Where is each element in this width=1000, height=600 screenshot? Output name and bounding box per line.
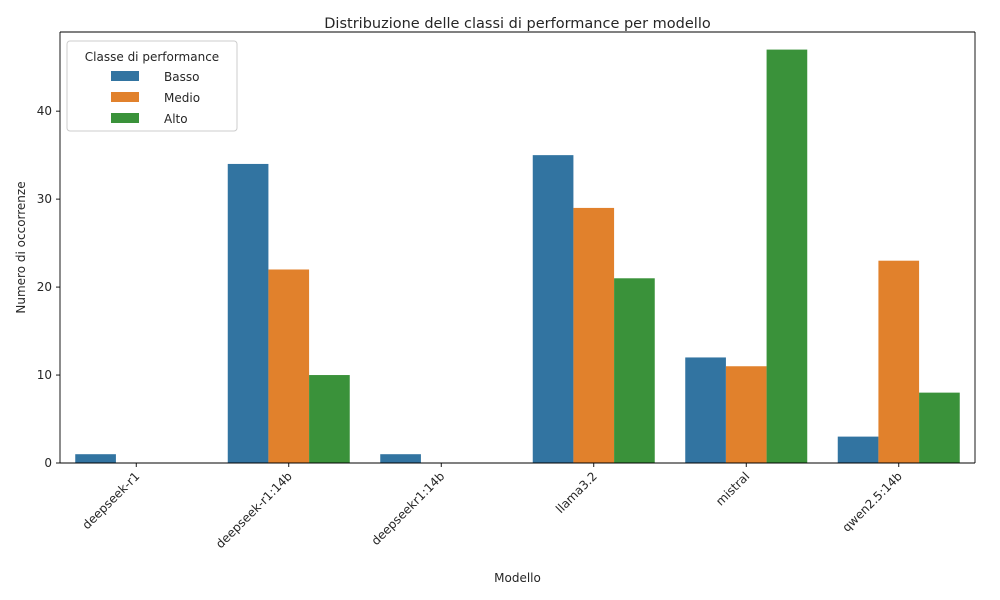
- x-tick-label: deepseek-r1:14b: [213, 469, 295, 551]
- legend-label-basso: Basso: [164, 70, 199, 84]
- x-tick-label: deepseekr1:14b: [369, 469, 448, 548]
- bar-medio-5: [878, 260, 920, 463]
- x-tick-label: llama3.2: [553, 469, 600, 516]
- y-tick-label: 30: [37, 192, 52, 206]
- legend: Classe di performance Basso Medio Alto: [66, 40, 238, 132]
- legend-title: Classe di performance: [85, 50, 219, 64]
- bar-basso-2: [380, 454, 421, 463]
- bar-medio-1: [268, 269, 310, 463]
- bar-medio-3: [573, 207, 615, 463]
- legend-label-medio: Medio: [164, 91, 200, 105]
- legend-swatch-alto: [111, 113, 139, 123]
- y-tick-label: 0: [44, 456, 52, 470]
- x-axis: deepseek-r1 deepseek-r1:14b deepseekr1:14b…: [80, 463, 905, 551]
- bar-basso-5: [837, 436, 879, 463]
- x-tick-label: qwen2.5:14b: [840, 469, 905, 534]
- plot-area: [59, 31, 976, 464]
- bar-basso-1: [227, 163, 269, 463]
- bar-medio-4: [725, 366, 767, 463]
- legend-box: [66, 40, 238, 132]
- y-axis-label: Numero di occorrenze: [14, 181, 28, 313]
- bar-alto-4: [766, 49, 808, 464]
- legend-swatch-basso: [111, 71, 139, 81]
- chart-title: Distribuzione delle classi di performanc…: [324, 16, 711, 32]
- bar-basso-3: [532, 155, 574, 463]
- y-tick-label: 40: [37, 104, 52, 118]
- x-axis-label: Modello: [494, 571, 541, 585]
- x-tick-label: deepseek-r1: [80, 469, 143, 532]
- legend-swatch-medio: [111, 92, 139, 102]
- y-axis: 0 10 20 30 40: [37, 104, 60, 470]
- bar-alto-3: [614, 278, 655, 463]
- x-tick-label: mistral: [713, 469, 752, 508]
- bar-alto-1: [309, 375, 350, 463]
- legend-label-alto: Alto: [164, 112, 188, 126]
- bar-basso-0: [75, 454, 116, 463]
- y-tick-label: 10: [37, 368, 52, 382]
- y-tick-label: 20: [37, 280, 52, 294]
- bar-basso-4: [685, 357, 726, 463]
- bar-alto-5: [919, 392, 960, 463]
